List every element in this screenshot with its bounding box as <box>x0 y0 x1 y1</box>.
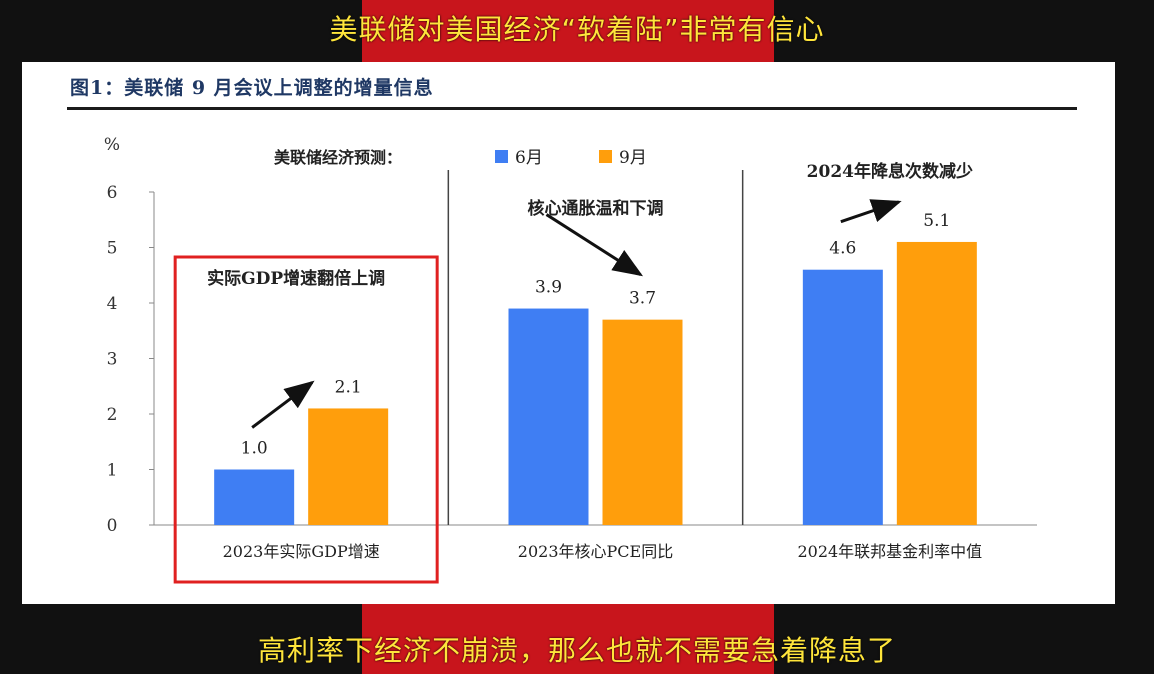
highlight-box <box>173 255 439 584</box>
y-tick-label: 3 <box>107 350 118 370</box>
chart-card: 图1：美联储 9 月会议上调整的增量信息 % 0 1 2 3 4 5 6 美联储经济预测： 6月 9… <box>22 62 1115 604</box>
bar-6月-0 <box>214 469 295 525</box>
bar-6月-1 <box>508 308 589 525</box>
y-axis-unit-label: % <box>104 135 120 155</box>
subtitle-band <box>362 604 774 674</box>
category-label: 2024年联邦基金利率中值 <box>797 542 982 561</box>
bar-9月-1 <box>602 319 683 525</box>
bar-chart: % 0 1 2 3 4 5 6 美联储经济预测： 6月 9月 1.0 2.1 2023年实际GDP增速 3.… <box>104 135 1037 584</box>
y-tick-label: 6 <box>107 183 118 203</box>
bar-9月-0 <box>308 408 389 525</box>
trend-arrow <box>840 199 902 224</box>
legend-label: 6月 <box>515 148 543 168</box>
category-label: 2023年核心PCE同比 <box>518 542 673 561</box>
title-divider <box>67 107 1077 110</box>
annotation-label: 实际GDP增速翻倍上调 <box>207 268 385 289</box>
bar-value-label: 3.9 <box>535 278 562 298</box>
title-band <box>362 0 774 62</box>
y-tick-label: 5 <box>107 239 118 259</box>
legend-label: 9月 <box>619 148 647 168</box>
bar-value-label: 1.0 <box>241 439 268 459</box>
bar-6月-2 <box>802 269 883 525</box>
bar-value-label: 3.7 <box>629 289 656 309</box>
video-title-caption: 美联储对美国经济“软着陆”非常有信心 <box>329 13 825 46</box>
bar-value-label: 2.1 <box>335 377 362 397</box>
video-subtitle-caption: 高利率下经济不崩溃，那么也就不需要急着降息了 <box>257 634 896 667</box>
legend-title: 美联储经济预测： <box>274 148 402 167</box>
y-tick-label: 2 <box>107 405 118 425</box>
figure-title: 图1：美联储 9 月会议上调整的增量信息 <box>70 77 434 99</box>
legend-swatch-9月 <box>599 150 612 163</box>
trend-arrow <box>251 380 315 429</box>
annotation-label: 核心通胀温和下调 <box>528 198 664 219</box>
bar-9月-2 <box>896 241 977 525</box>
legend-swatch-6月 <box>495 150 508 163</box>
annotation-label: 2024年降息次数减少 <box>807 161 973 182</box>
y-tick-label: 4 <box>107 294 118 314</box>
y-tick-label: 1 <box>107 461 118 481</box>
category-label: 2023年实际GDP增速 <box>223 542 380 561</box>
bar-value-label: 5.1 <box>923 211 950 231</box>
trend-arrow <box>545 213 644 277</box>
y-tick-label: 0 <box>107 516 118 536</box>
bar-value-label: 4.6 <box>829 239 856 259</box>
